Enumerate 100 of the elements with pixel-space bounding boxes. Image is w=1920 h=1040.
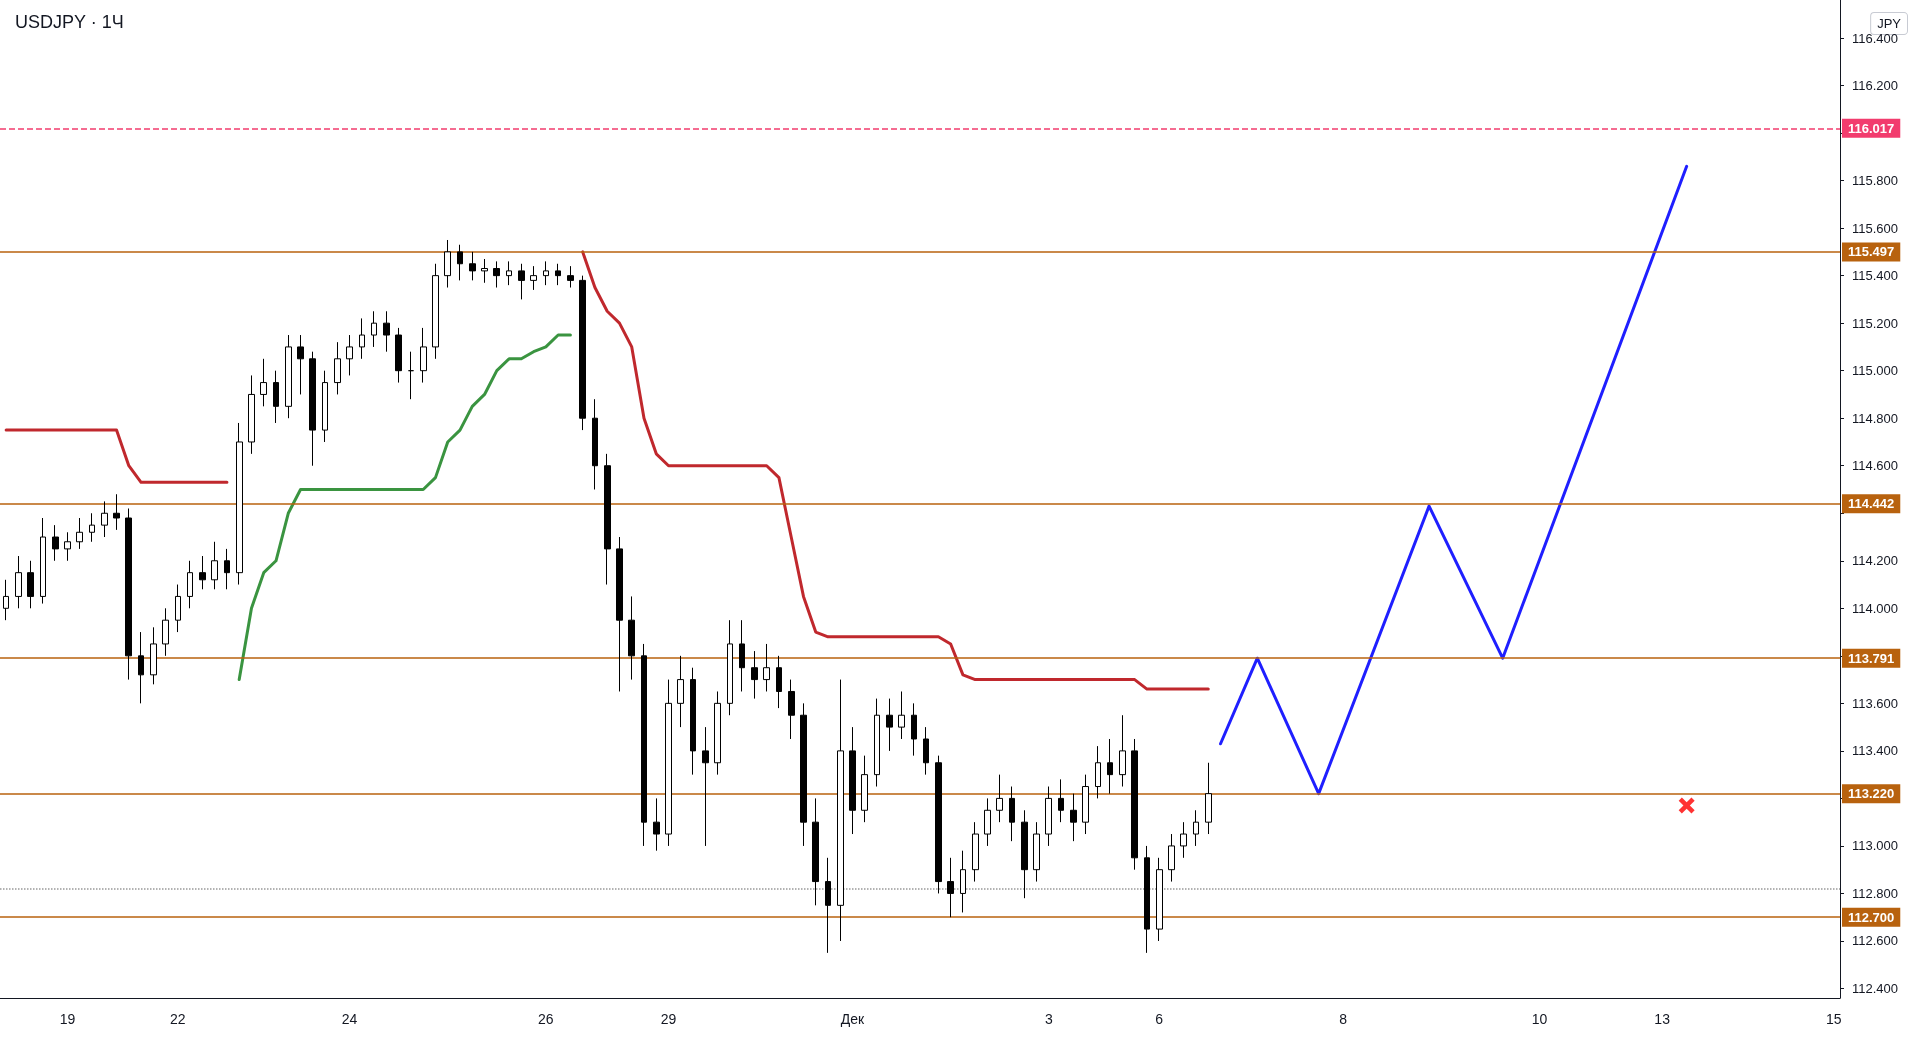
candlestick: [236, 422, 243, 586]
y-tick-label: 112.600: [1852, 933, 1899, 949]
y-tick-label: 112.800: [1852, 885, 1899, 901]
candlestick: [469, 251, 476, 281]
candlestick: [996, 774, 1003, 823]
candlestick: [579, 275, 586, 431]
ref-line-label: 116.017: [1848, 120, 1895, 136]
candlestick: [297, 334, 304, 395]
y-tick-label: 115.200: [1852, 315, 1899, 331]
candlestick: [211, 541, 218, 590]
candlestick: [89, 512, 95, 543]
candlestick: [493, 260, 500, 289]
candlestick: [175, 584, 181, 633]
candlestick: [1021, 809, 1028, 899]
candlestick: [530, 265, 537, 291]
candlestick: [898, 690, 905, 740]
candlestick: [506, 260, 512, 286]
candlestick: [1119, 714, 1126, 788]
line-series: [1219, 164, 1689, 796]
candlestick: [1131, 738, 1138, 871]
candlestick: [690, 667, 696, 776]
candlestick: [27, 560, 34, 609]
candlestick: [714, 690, 721, 776]
candlestick: [812, 797, 819, 906]
candlestick: [1082, 774, 1089, 835]
candlestick: [727, 619, 733, 716]
y-tick-label: 113.400: [1852, 743, 1899, 759]
candlestick: [101, 500, 108, 538]
candlestick: [1070, 793, 1077, 842]
candlestick: [187, 560, 193, 609]
candlestick: [457, 244, 463, 281]
candlestick: [432, 263, 439, 360]
y-tick-label: 114.200: [1852, 553, 1899, 569]
candlestick: [309, 351, 316, 467]
candlestick: [751, 650, 758, 700]
candlestick: [886, 698, 893, 752]
candlestick: [1058, 778, 1064, 823]
candlestick: [383, 310, 390, 353]
candlestick: [285, 334, 292, 419]
candlestick: [1107, 738, 1113, 795]
candlestick: [481, 258, 488, 284]
candlestick: [543, 260, 549, 286]
candlestick: [616, 536, 623, 692]
candlestick: [199, 555, 206, 590]
candlestick: [960, 850, 966, 913]
candlestick: [125, 508, 132, 681]
candlestick: [849, 726, 856, 835]
x-tick-label: 29: [660, 1011, 677, 1027]
candlestick: [677, 655, 684, 728]
candlestick: [248, 374, 255, 455]
candlestick: [76, 517, 83, 550]
candlestick: [224, 548, 230, 590]
candlestick: [64, 531, 71, 562]
candlestick: [1205, 762, 1212, 835]
candlestick: [702, 726, 709, 847]
candlestick: [346, 334, 353, 376]
candlestick: [359, 317, 365, 360]
candlestick: [1045, 786, 1052, 847]
candlestick: [408, 351, 414, 400]
y-tick-label: 116.200: [1852, 78, 1899, 94]
candlestick: [972, 821, 979, 883]
candlestick: [260, 358, 267, 407]
y-tick-label: 114.000: [1852, 600, 1899, 616]
candlestick: [628, 595, 635, 681]
candlestick: [162, 607, 169, 657]
candlestick: [322, 370, 328, 443]
y-tick-label: 115.600: [1852, 220, 1899, 236]
ref-line-label: 113.791: [1848, 650, 1895, 666]
x-tick-label: 10: [1531, 1011, 1548, 1027]
candlestick: [776, 655, 782, 709]
candlestick: [984, 797, 991, 847]
candlestick: [555, 263, 561, 286]
candlestick: [1144, 845, 1150, 954]
y-tick-label: 113.600: [1852, 695, 1899, 711]
y-tick-label: 114.600: [1852, 458, 1899, 474]
candlestick: [273, 370, 279, 424]
x-tick-label: 26: [538, 1011, 554, 1027]
candlestick: [604, 453, 611, 586]
candlestick: [1193, 809, 1199, 847]
y-tick-label: 116.400: [1852, 30, 1899, 46]
candlestick: [739, 619, 745, 692]
candlestick: [1009, 786, 1015, 842]
candlestick: [138, 631, 144, 704]
candlestick: [911, 702, 917, 757]
x-tick-label: 22: [170, 1011, 186, 1027]
y-tick-label: 115.000: [1852, 363, 1899, 379]
candlestick: [947, 857, 954, 918]
y-tick-label: 115.400: [1852, 268, 1899, 284]
x-tick-label: 19: [59, 1011, 76, 1027]
x-tick-label: 3: [1044, 1011, 1053, 1027]
candlestick: [763, 643, 770, 692]
candlestick: [113, 493, 120, 531]
candlestick: [444, 239, 451, 289]
candlestick: [592, 398, 598, 490]
candlestick: [1095, 745, 1101, 799]
text: JPY: [1877, 16, 1902, 31]
candlestick: [371, 310, 377, 348]
candlestick: [861, 755, 868, 823]
x-tick-label: Дек: [840, 1011, 866, 1027]
candlestick: [641, 643, 647, 847]
